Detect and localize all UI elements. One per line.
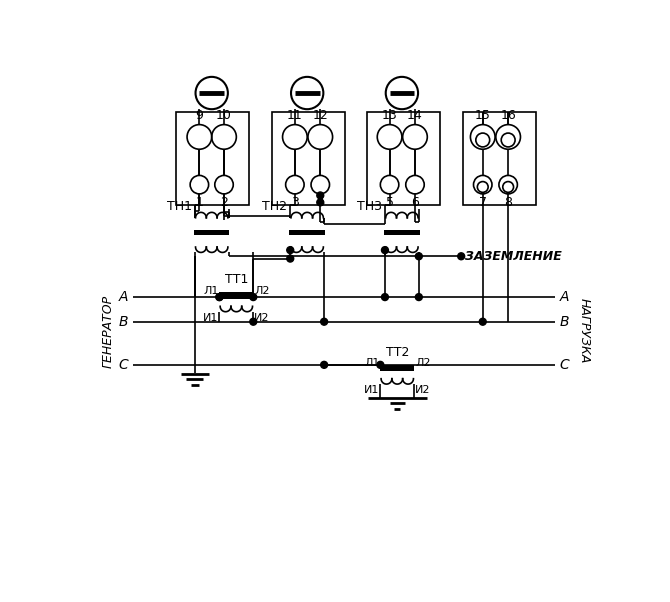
Text: B: B (559, 315, 569, 329)
Circle shape (287, 247, 293, 253)
Text: И2: И2 (254, 313, 269, 323)
Text: C: C (559, 358, 569, 372)
Circle shape (381, 247, 389, 253)
Text: И1: И1 (364, 385, 380, 396)
Text: НАГРУЗКА: НАГРУЗКА (578, 298, 591, 364)
Text: 11: 11 (287, 110, 303, 122)
Text: Л2: Л2 (254, 286, 269, 296)
Text: ТТ1: ТТ1 (224, 273, 248, 287)
Text: A: A (559, 290, 569, 304)
Bar (463, 113, 536, 205)
Text: 9: 9 (196, 110, 203, 122)
Bar (219, 293, 253, 299)
Circle shape (479, 318, 486, 325)
Circle shape (458, 253, 465, 259)
Circle shape (250, 318, 257, 325)
Text: 6: 6 (411, 196, 419, 209)
Text: C: C (119, 358, 129, 372)
Circle shape (317, 199, 324, 206)
Text: ТН1: ТН1 (167, 200, 192, 214)
Text: 5: 5 (385, 196, 393, 209)
Text: 14: 14 (407, 110, 423, 122)
Text: 12: 12 (312, 110, 328, 122)
Circle shape (377, 361, 384, 368)
Text: 4: 4 (316, 196, 324, 209)
Bar (384, 230, 419, 235)
Circle shape (415, 294, 422, 300)
Text: Л1: Л1 (364, 358, 380, 368)
Bar (176, 113, 249, 205)
Circle shape (321, 361, 328, 368)
Text: ЗАЗЕМЛЕНИЕ: ЗАЗЕМЛЕНИЕ (465, 250, 561, 262)
Text: B: B (119, 315, 129, 329)
Bar (289, 230, 325, 235)
Text: ТН2: ТН2 (262, 200, 287, 214)
Text: ТТ2: ТТ2 (386, 346, 409, 359)
Text: 7: 7 (479, 196, 486, 209)
Text: 8: 8 (504, 196, 512, 209)
Text: 2: 2 (220, 196, 228, 209)
Circle shape (317, 192, 324, 199)
Circle shape (216, 294, 223, 300)
Text: ГЕНЕРАТОР: ГЕНЕРАТОР (102, 294, 115, 368)
Circle shape (216, 294, 223, 300)
Text: 3: 3 (291, 196, 299, 209)
Circle shape (250, 294, 257, 300)
Circle shape (287, 255, 293, 262)
Text: Л2: Л2 (415, 358, 431, 368)
Bar (381, 365, 414, 371)
Text: Л1: Л1 (203, 286, 218, 296)
Text: A: A (119, 290, 129, 304)
Text: 10: 10 (216, 110, 232, 122)
Text: И2: И2 (415, 385, 431, 396)
Bar (367, 113, 440, 205)
Text: 16: 16 (500, 110, 516, 122)
Text: И1: И1 (203, 313, 218, 323)
Circle shape (321, 318, 328, 325)
Text: 15: 15 (475, 110, 490, 122)
Text: ТН3: ТН3 (357, 200, 382, 214)
Circle shape (415, 253, 422, 259)
Text: 13: 13 (382, 110, 397, 122)
Bar (272, 113, 345, 205)
Circle shape (381, 294, 389, 300)
Bar (194, 230, 229, 235)
Text: 1: 1 (196, 196, 203, 209)
